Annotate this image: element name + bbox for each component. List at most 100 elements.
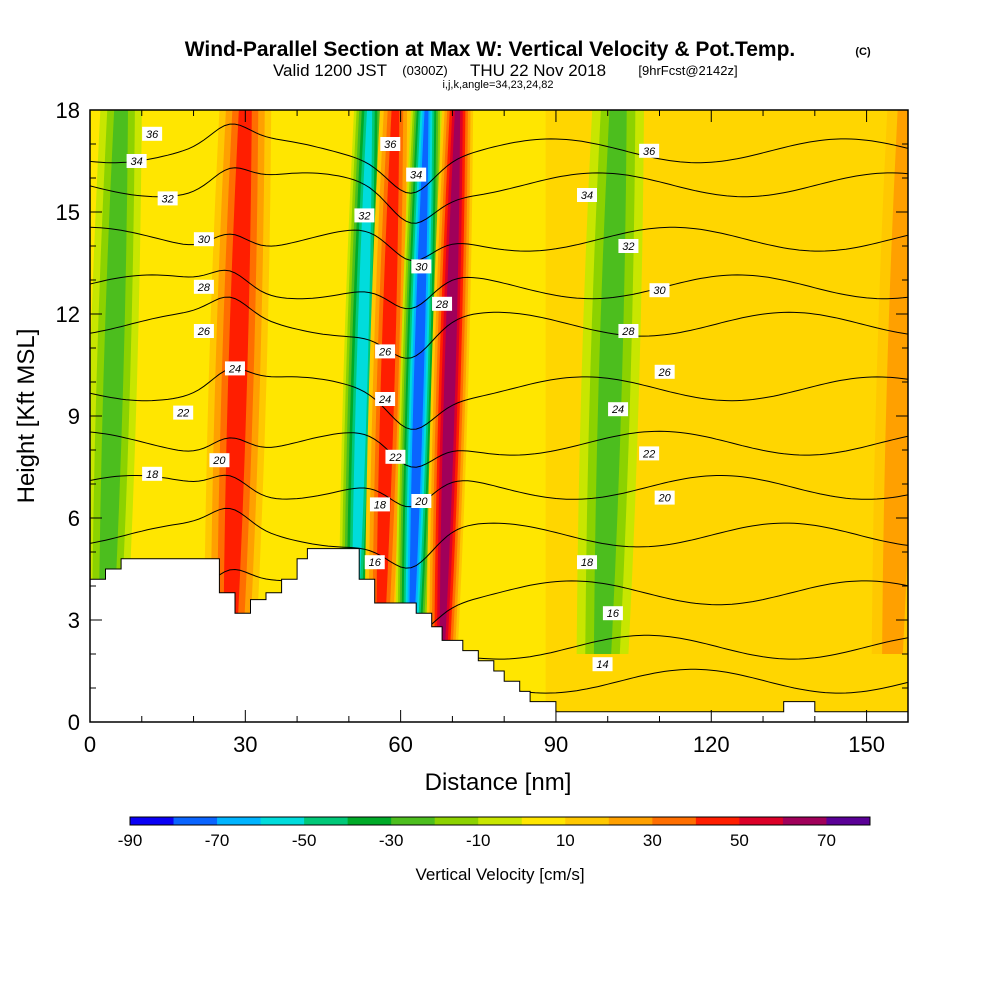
contour-label: 32 [354, 208, 375, 223]
contour-label-bg [142, 466, 163, 481]
contour-label-text: 16 [607, 608, 620, 620]
contour-label-text: 30 [198, 234, 211, 246]
colorbar-swatch [130, 817, 175, 825]
terrain-mask [90, 548, 908, 722]
colorbar-tick-label: 50 [730, 831, 749, 850]
theta-contour-line [90, 430, 908, 468]
colorbar-swatch [826, 817, 871, 825]
contour-label-bg [380, 137, 401, 151]
contour-label-text: 34 [410, 170, 422, 182]
y-tick-label: 18 [56, 98, 80, 123]
contour-label-text: 26 [197, 326, 211, 338]
colorbar-swatch [217, 817, 262, 825]
colorbar-swatch [695, 817, 740, 825]
velocity-band [90, 110, 142, 654]
contour-label: 20 [209, 453, 230, 468]
contour-label-bg [126, 154, 147, 168]
contour-labels: 36 34 32 30 28 26 24 22 20 18 36 34 32 30 28 26 24 22 18 20… [126, 126, 675, 672]
contour-label-bg [157, 191, 178, 206]
colorbar-swatch [608, 817, 653, 825]
contour-label-bg [193, 279, 214, 294]
contour-label: 32 [618, 239, 639, 253]
contour-label-text: 20 [212, 455, 226, 467]
contour-label-bg [649, 283, 670, 298]
contour-label-text: 28 [435, 299, 449, 311]
contour-label-bg [375, 392, 396, 406]
colorbar-tick-label: -70 [205, 831, 230, 850]
contour-label-text: 36 [384, 139, 397, 151]
contour-label-bg [411, 259, 432, 274]
theta-contour-line [90, 507, 908, 569]
colorbar-swatch [260, 817, 305, 825]
contour-label-text: 32 [358, 210, 370, 222]
colorbar-tick-label: -30 [379, 831, 404, 850]
colorbar-tick-label: 70 [817, 831, 836, 850]
contour-label-text: 22 [388, 452, 401, 464]
velocity-band-layer [409, 110, 429, 654]
colorbar-swatch [521, 817, 566, 825]
contour-label-bg [224, 361, 245, 376]
contour-label: 16 [364, 555, 385, 570]
contour-label-text: 20 [414, 496, 428, 508]
contour-label-text: 22 [642, 448, 655, 460]
contour-label: 28 [193, 279, 214, 294]
velocity-band-layer [223, 110, 252, 654]
colorbar-swatch [434, 817, 479, 825]
contour-label-text: 24 [611, 404, 624, 416]
contour-label-text: 24 [378, 394, 391, 406]
colorbar-swatch [173, 817, 218, 825]
colorbar-swatch [739, 817, 784, 825]
velocity-band [426, 110, 474, 654]
contour-label: 26 [654, 364, 675, 379]
y-tick-label: 15 [56, 200, 80, 225]
contour-label: 28 [618, 324, 639, 338]
velocity-bands [90, 110, 908, 722]
contour-label-text: 36 [643, 146, 656, 158]
subtitle-date: THU 22 Nov 2018 [470, 61, 606, 80]
contour-label: 22 [173, 405, 194, 420]
x-axis-ticks: 0 30 60 90 120 150 [84, 110, 885, 757]
contour-label-bg [142, 126, 163, 141]
contour-label: 30 [411, 259, 432, 274]
contour-label: 22 [639, 446, 660, 461]
colorbar-swatch [652, 817, 697, 825]
colorbar-label: Vertical Velocity [cm/s] [415, 865, 584, 884]
x-axis-label: Distance [nm] [425, 769, 572, 796]
subtitle-indices: i,j,k,angle=34,23,24,82 [442, 79, 553, 91]
contour-label: 20 [654, 490, 675, 505]
contour-label-text: 34 [581, 190, 593, 202]
theta-contour-line [90, 296, 908, 359]
contour-label-bg [193, 232, 214, 247]
x-tick-label: 120 [693, 732, 730, 757]
velocity-band [338, 110, 386, 654]
x-tick-label: 0 [84, 732, 96, 757]
contour-label: 32 [157, 191, 178, 206]
y-tick-label: 9 [68, 404, 80, 429]
contour-label-bg [411, 494, 432, 508]
contour-label-text: 18 [146, 469, 159, 481]
colorbar-swatch [565, 817, 610, 825]
contour-label: 30 [649, 283, 670, 298]
contour-label-bg [364, 555, 385, 570]
contour-label-text: 30 [653, 285, 666, 297]
theta-contour-line [90, 167, 908, 224]
contour-label-text: 24 [228, 363, 241, 375]
chart-title: Wind-Parallel Section at Max W: Vertical… [185, 38, 796, 61]
plot-area: 36 34 32 30 28 26 24 22 20 18 36 34 32 30 28 26 24 22 18 20… [90, 110, 908, 722]
contour-label: 36 [639, 143, 660, 158]
contour-label-text: 28 [197, 282, 211, 294]
colorbar-swatch [304, 817, 349, 825]
contour-label: 36 [142, 126, 163, 141]
contour-label-bg [173, 405, 194, 420]
contour-label-bg [432, 296, 453, 311]
contour-label-bg [369, 497, 390, 512]
colorbar-frame [129, 816, 871, 826]
contour-label-bg [406, 167, 427, 182]
contour-label: 34 [406, 167, 427, 182]
contour-label-bg [654, 490, 675, 505]
y-tick-label: 3 [68, 608, 80, 633]
contour-label-bg [375, 344, 396, 359]
contour-label: 18 [369, 497, 390, 512]
contour-label-text: 34 [130, 156, 142, 168]
